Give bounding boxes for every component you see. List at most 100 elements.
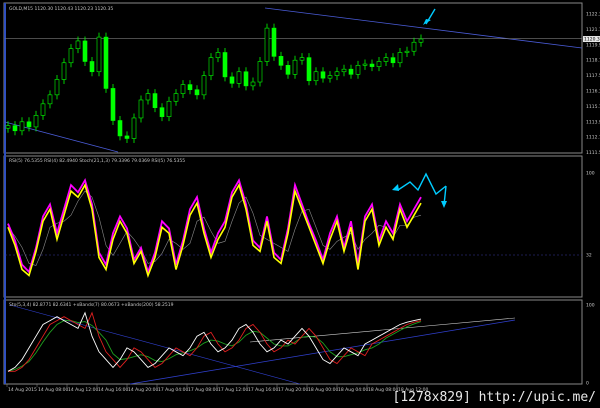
candle [68, 48, 74, 64]
candle [33, 115, 39, 128]
candle [355, 65, 361, 75]
candle [320, 71, 326, 79]
current-price-label: 1120.35 [584, 37, 600, 43]
rsi-forecast-arrow-left-icon [392, 184, 399, 191]
stoch-pane-header: Sto(5,3,4) 82.8771 82.6341 +xBands(7) 80… [9, 302, 174, 308]
rsi-tick-label: 100 [586, 171, 595, 177]
price-tick-label: 1118.70 [586, 58, 600, 64]
candle [159, 107, 165, 117]
candle [89, 61, 95, 73]
candle [131, 117, 137, 139]
time-tick-label: 17 Aug 16:00 [248, 387, 278, 393]
candle [369, 63, 375, 67]
candle [285, 65, 291, 75]
rsi-pane-header: RSI(5) 76.5355 RSI(4) 82.4940 Stoch(21,1… [9, 158, 185, 164]
time-tick-label: 18 Aug 12:00 [398, 387, 428, 393]
price-tick-label: 1122.30 [586, 12, 600, 18]
candle [362, 63, 368, 66]
candle [299, 57, 305, 61]
rsi-pane-border [3, 155, 583, 298]
time-tick-label: 14 Aug 2015 [8, 387, 37, 393]
candle [47, 94, 53, 105]
candle [327, 75, 333, 79]
candle [222, 52, 228, 78]
candle [418, 38, 424, 43]
candle [264, 27, 270, 62]
candle [250, 81, 256, 87]
rsi-yellow-line [7, 183, 422, 279]
candle [82, 40, 88, 62]
candle [334, 71, 340, 76]
time-tick-label: 14 Aug 20:00 [128, 387, 158, 393]
candle [194, 89, 200, 96]
stoch-tick-label: 100 [586, 303, 595, 309]
candle [397, 52, 403, 64]
rsi-magenta-line [7, 177, 422, 275]
candle [117, 120, 123, 137]
time-tick-label: 18 Aug 08:00 [368, 387, 398, 393]
candle [180, 84, 186, 94]
left-edge-bar [4, 3, 6, 384]
candle [236, 71, 242, 84]
candle [61, 62, 67, 80]
time-tick-label: 17 Aug 04:00 [158, 387, 188, 393]
candle [110, 88, 116, 121]
stoch-trendline-2[interactable] [249, 317, 516, 343]
time-tick-label: 14 Aug 12:00 [68, 387, 98, 393]
candle [229, 76, 235, 84]
candle [411, 41, 417, 52]
stoch-tick-label: 0 [586, 381, 589, 387]
stoch-series [7, 311, 422, 372]
price-tick-label: 1117.50 [586, 73, 600, 79]
candle [103, 36, 109, 89]
arrow-head-icon [423, 19, 431, 25]
rsi-forecast-line [397, 172, 447, 196]
candle [278, 56, 284, 66]
stoch-trendline-3[interactable] [9, 304, 301, 385]
price-pane-header: GOLD,M15 1120.30 1120.43 1120.23 1120.35 [9, 6, 113, 12]
candle [383, 57, 389, 62]
price-tick-label: 1111.50 [586, 150, 600, 156]
candle [390, 57, 396, 64]
candle [54, 79, 60, 96]
candle [201, 75, 207, 96]
candle [166, 100, 172, 117]
candle [173, 93, 179, 102]
candle [26, 121, 32, 128]
trendline-resistance[interactable] [264, 7, 583, 49]
candle [243, 71, 249, 87]
price-tick-label: 1119.90 [586, 42, 600, 48]
time-tick-label: 17 Aug 20:00 [278, 387, 308, 393]
price-tick-label: 1116.30 [586, 89, 600, 95]
price-tick-label: 1121.10 [586, 27, 600, 33]
candle [187, 84, 193, 91]
stoch-red-line [8, 311, 422, 372]
candle [348, 68, 354, 75]
candle [138, 99, 144, 119]
price-series [5, 23, 424, 143]
time-tick-label: 17 Aug 12:00 [218, 387, 248, 393]
time-tick-label: 14 Aug 16:00 [98, 387, 128, 393]
candle [75, 40, 81, 49]
candle [124, 135, 130, 139]
candle [208, 57, 214, 76]
candle [313, 71, 319, 82]
candle [145, 93, 151, 101]
stoch-trendline-1[interactable] [129, 319, 516, 385]
candle [257, 61, 263, 83]
price-tick-label: 1113.90 [586, 119, 600, 125]
rsi-series [7, 177, 422, 279]
axes: 1122.30 1121.10 1119.90 1118.70 1117.50 1116.… [6, 12, 600, 393]
rsi-forecast-tail [443, 185, 447, 206]
stoch-main-line [7, 311, 422, 372]
stoch-pane-border [3, 299, 583, 385]
time-tick-label: 18 Aug 04:00 [338, 387, 368, 393]
time-tick-label: 17 Aug 08:00 [188, 387, 218, 393]
candle [12, 125, 18, 132]
candle [152, 93, 158, 108]
candle [215, 52, 221, 58]
candle [271, 27, 277, 57]
candle [40, 103, 46, 116]
